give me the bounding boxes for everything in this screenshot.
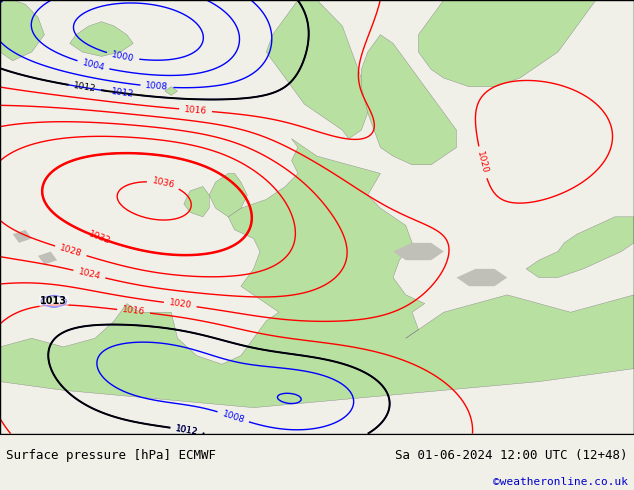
Text: 1020: 1020	[168, 298, 192, 311]
Text: 1024: 1024	[77, 267, 101, 281]
Text: 1000: 1000	[111, 50, 135, 63]
Text: 1036: 1036	[151, 176, 176, 191]
Text: 1012: 1012	[174, 424, 198, 437]
Text: 1012: 1012	[73, 81, 97, 94]
Text: 1013: 1013	[41, 296, 67, 306]
Text: 1008: 1008	[221, 409, 245, 425]
Text: 1008: 1008	[145, 81, 169, 92]
Text: 1012: 1012	[111, 87, 135, 99]
Text: 1004: 1004	[81, 58, 105, 73]
Text: 1012: 1012	[174, 424, 198, 437]
Text: ©weatheronline.co.uk: ©weatheronline.co.uk	[493, 477, 628, 487]
Text: 1016: 1016	[122, 305, 146, 317]
Text: 1028: 1028	[58, 243, 83, 259]
Text: Surface pressure [hPa] ECMWF: Surface pressure [hPa] ECMWF	[6, 449, 216, 463]
Text: Sa 01-06-2024 12:00 UTC (12+48): Sa 01-06-2024 12:00 UTC (12+48)	[395, 449, 628, 463]
Text: 1016: 1016	[184, 105, 207, 116]
Text: 1020: 1020	[476, 150, 489, 174]
Text: 1032: 1032	[87, 230, 112, 246]
